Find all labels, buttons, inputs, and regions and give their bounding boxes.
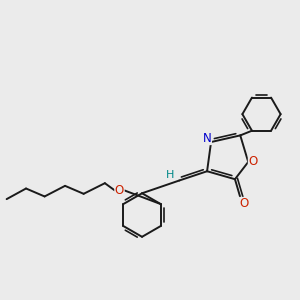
Text: O: O	[248, 155, 258, 168]
Text: H: H	[166, 170, 174, 180]
Text: O: O	[115, 184, 124, 197]
Text: O: O	[240, 197, 249, 210]
Text: N: N	[203, 132, 212, 145]
